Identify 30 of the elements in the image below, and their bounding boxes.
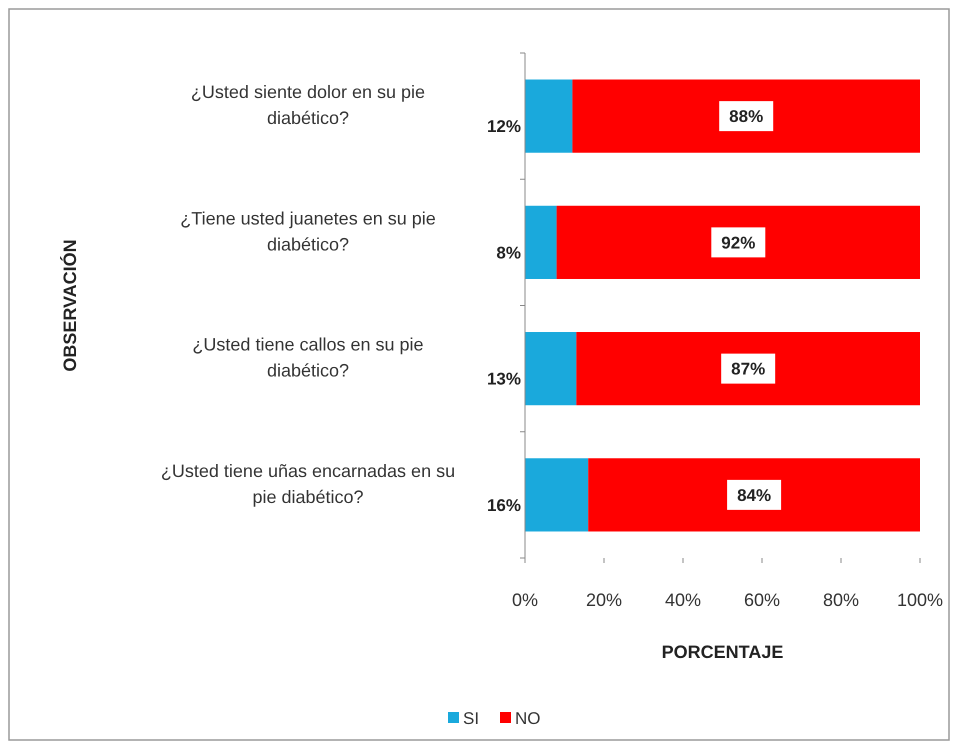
data-label: 88% [729, 107, 764, 126]
x-tick-label: 100% [896, 590, 944, 610]
y-tick-label: ¿Usted tiene callos en su pie diabético? [192, 334, 424, 381]
x-tick-label: 20% [586, 590, 622, 610]
y-tick-label: ¿Usted siente dolor en su pie diabético? [190, 82, 426, 128]
x-tick-label: 40% [664, 590, 702, 610]
data-label: 13% [486, 370, 521, 389]
bar [525, 458, 588, 532]
x-axis-title: PORCENTAJE [662, 642, 784, 662]
data-label: 92% [721, 233, 756, 252]
y-tick-label: ¿Tiene usted juanetes en su pie diabético? [180, 208, 436, 254]
data-label: 16% [486, 496, 521, 515]
y-axis-title: OBSERVACIÓN [60, 239, 80, 372]
data-label: 87% [731, 360, 766, 379]
bar [525, 206, 557, 279]
x-tick-label: 80% [822, 590, 860, 610]
bar [588, 458, 920, 532]
data-label: 8% [496, 243, 521, 262]
bar [525, 80, 572, 153]
x-tick-label: 60% [744, 590, 780, 610]
data-label: 84% [737, 486, 772, 505]
legend-label: SI [463, 709, 480, 728]
bar [572, 80, 920, 153]
data-label: 12% [486, 117, 521, 136]
bar [576, 332, 920, 406]
legend-label: NO [515, 709, 540, 728]
bar [525, 332, 576, 406]
y-tick-label: ¿Usted tiene uñas encarnadas en su pie diabético? [160, 460, 456, 507]
bar [556, 206, 920, 279]
x-tick-label: 0% [512, 590, 538, 610]
